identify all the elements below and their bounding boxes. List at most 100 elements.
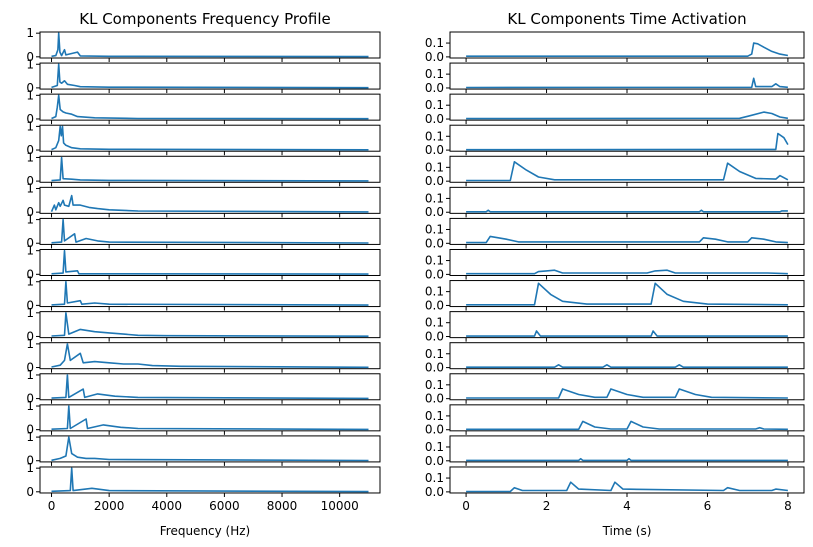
time-activation-panel: KL Components Time Activation Time (s) 0… [425,10,805,538]
freq-y-tick-label: 1 [26,57,34,71]
freq-subplot-frame [39,186,381,214]
freq-series-line-13 [51,405,369,431]
freq-y-tick-label: 1 [26,306,34,320]
time-subplot-15: 0.00.1 0 2 4 6 8 [425,466,805,513]
freq-y-tick-label: 0 [26,236,34,250]
time-y-tick-label: 0.0 [425,361,444,375]
time-subplot-14: 0.00.1 [425,435,805,468]
time-y-tick-label: 0.0 [425,298,444,312]
freq-subplot-9: 01 [26,275,381,312]
freq-series-line-5 [51,156,369,182]
time-y-tick-label: 0.1 [425,285,444,299]
freq-y-tick-label: 0 [26,423,34,437]
time-y-tick-label: 0.0 [425,267,444,281]
freq-y-tick-label: 0 [26,174,34,188]
freq-subplot-14: 01 [26,430,381,468]
freq-series-line-8 [51,249,369,275]
time-y-tick-label: 0.0 [425,174,444,188]
time-y-tick-label: 0.1 [425,98,444,112]
time-subplots: 0.00.10.00.10.00.10.00.10.00.10.00.10.00… [425,31,805,513]
time-y-tick-label: 0.0 [425,392,444,406]
time-y-tick-label: 0.1 [425,160,444,174]
freq-subplot-frame [39,217,381,245]
freq-y-tick-label: 0 [26,112,34,126]
time-series-line-4 [466,132,789,151]
time-subplot-1: 0.00.1 [425,31,805,64]
time-series-line-14 [466,457,788,462]
time-y-tick-label: 0.1 [425,191,444,205]
time-subplot-7: 0.00.1 [425,217,805,250]
freq-subplot-frame [39,31,381,59]
time-y-tick-label: 0.1 [425,378,444,392]
time-y-tick-label: 0.1 [425,254,444,268]
frequency-chart-title: KL Components Frequency Profile [79,10,331,28]
time-y-tick-label: 0.0 [425,50,444,64]
time-series-line-13 [466,420,788,431]
frequency-x-axis-label: Frequency (Hz) [160,524,251,538]
freq-y-tick-label: 1 [26,461,34,475]
time-subplot-3: 0.00.1 [425,93,805,126]
freq-subplot-11: 01 [26,337,381,375]
freq-subplot-5: 01 [26,150,381,188]
time-series-line-1 [466,42,789,58]
time-subplot-frame [449,280,805,308]
time-y-tick-label: 0.0 [425,454,444,468]
freq-y-tick-label: 0 [26,392,34,406]
freq-y-tick-label: 0 [26,81,34,95]
freq-series-line-12 [51,374,369,400]
time-y-tick-label: 0.1 [425,440,444,454]
freq-subplot-2: 01 [26,57,381,95]
time-y-tick-label: 0.0 [425,423,444,437]
time-subplot-frame [449,311,805,339]
freq-y-tick-label: 1 [26,430,34,444]
freq-x-tick-label: 6000 [209,499,240,513]
time-x-tick-label: 6 [704,499,712,513]
time-y-tick-label: 0.0 [425,205,444,219]
time-subplot-10: 0.00.1 [425,311,805,344]
time-y-tick-label: 0.1 [425,67,444,81]
freq-y-tick-label: 1 [26,213,34,227]
freq-x-tick-label: 10000 [321,499,359,513]
freq-series-line-1 [51,32,369,58]
freq-y-tick-label: 0 [26,205,34,219]
time-x-tick-label: 0 [462,499,470,513]
time-y-tick-label: 0.0 [425,143,444,157]
time-subplot-13: 0.00.1 [425,404,805,437]
time-x-tick-label: 4 [623,499,631,513]
time-y-tick-label: 0.1 [425,471,444,485]
time-y-tick-label: 0.1 [425,316,444,330]
freq-subplot-8: 01 [26,244,381,281]
freq-series-line-3 [51,94,369,120]
time-subplot-frame [449,62,805,90]
freq-y-tick-label: 1 [26,337,34,351]
time-y-tick-label: 0.0 [425,485,444,499]
time-subplot-4: 0.00.1 [425,124,805,157]
time-y-tick-label: 0.1 [425,129,444,143]
time-y-tick-label: 0.0 [425,236,444,250]
time-subplot-frame [449,373,805,401]
freq-series-line-14 [51,436,369,462]
freq-series-line-4 [51,125,369,151]
time-subplot-9: 0.00.1 [425,280,805,312]
time-series-line-10 [466,330,788,337]
freq-x-tick-label: 2000 [94,499,125,513]
time-subplot-frame [449,248,805,276]
time-subplot-frame [449,342,805,370]
time-series-line-3 [466,111,789,120]
time-y-tick-label: 0.1 [425,409,444,423]
freq-subplot-frame [39,311,381,339]
freq-subplot-6: 01 [26,182,381,219]
time-series-line-7 [466,235,788,244]
freq-subplot-frame [39,124,381,152]
freq-y-tick-label: 0 [26,50,34,64]
freq-subplot-frame [39,435,381,463]
time-y-tick-label: 0.0 [425,112,444,126]
time-subplot-5: 0.00.1 [425,155,805,188]
freq-subplot-frame [39,280,381,308]
time-subplot-11: 0.00.1 [425,342,805,375]
time-y-tick-label: 0.0 [425,81,444,95]
freq-y-tick-label: 0 [26,143,34,157]
freq-x-tick-label: 0 [48,499,56,513]
time-subplot-frame [449,435,805,463]
